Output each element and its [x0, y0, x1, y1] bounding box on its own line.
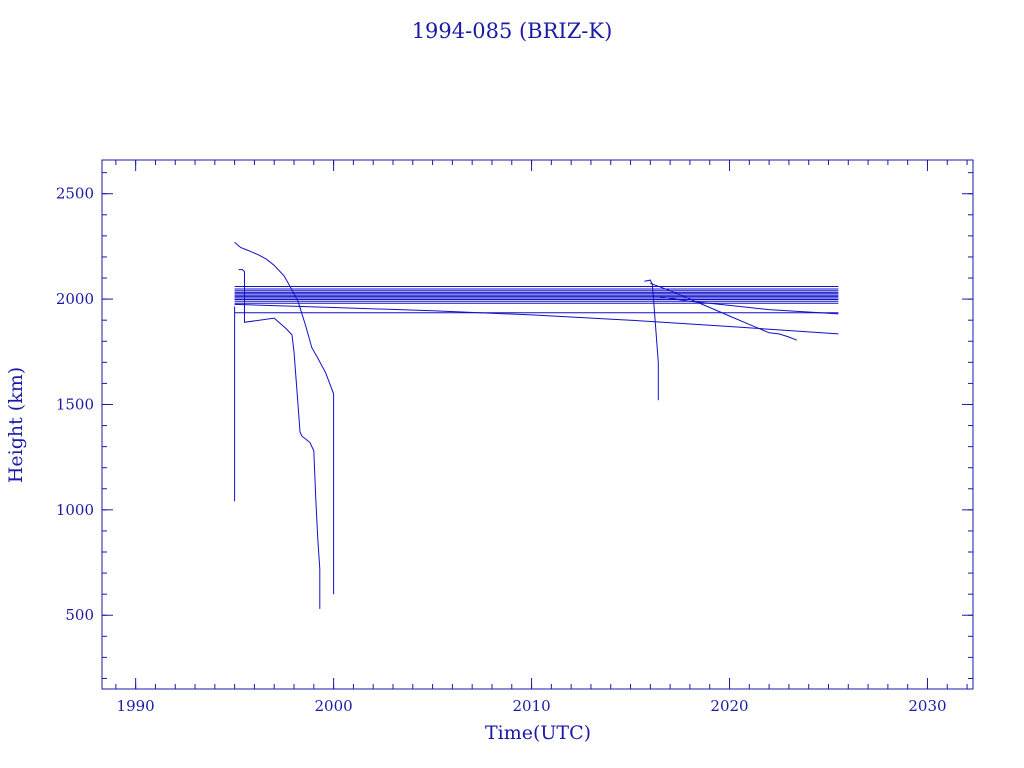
y-tick-label: 500 — [65, 606, 94, 624]
series-line-15 — [234, 303, 839, 335]
x-tick-label: 1990 — [117, 697, 155, 715]
x-tick-label: 2000 — [315, 697, 353, 715]
axis-ticks — [102, 160, 973, 689]
y-tick-label: 2000 — [56, 290, 94, 308]
x-tick-label: 2030 — [908, 697, 946, 715]
chart-title: 1994-085 (BRIZ-K) — [412, 19, 613, 43]
y-tick-label: 1000 — [56, 501, 94, 519]
series-line-17 — [650, 282, 797, 341]
y-axis-label: Height (km) — [5, 367, 27, 483]
plot-frame — [101, 159, 974, 690]
series-line-16 — [644, 279, 659, 401]
x-tick-label: 2020 — [710, 697, 748, 715]
series-line-18 — [660, 296, 839, 315]
axis-tick-labels: 1990 2000 2010 2020 2030 500 1000 1500 2000 2500 — [56, 185, 947, 715]
y-tick-label: 2500 — [56, 185, 94, 203]
x-axis-label: Time(UTC) — [485, 722, 591, 744]
y-tick-label: 1500 — [56, 395, 94, 413]
x-tick-label: 2010 — [512, 697, 550, 715]
series-line-2 — [238, 269, 321, 609]
series-lines — [234, 241, 839, 609]
